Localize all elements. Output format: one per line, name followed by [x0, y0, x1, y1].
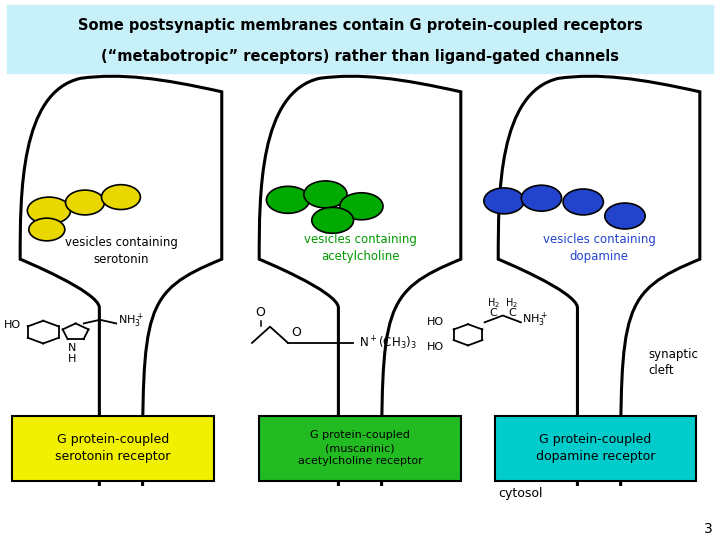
Text: N: N	[68, 343, 76, 354]
Text: 3: 3	[704, 522, 713, 536]
Ellipse shape	[563, 189, 603, 215]
Text: cytosol: cytosol	[572, 81, 620, 94]
PathPatch shape	[498, 76, 700, 486]
Text: cytosol: cytosol	[498, 487, 543, 500]
Text: C: C	[508, 308, 516, 318]
Text: synaptic
cleft: synaptic cleft	[648, 348, 698, 377]
Text: $\mathdefault{NH_3^+}$: $\mathdefault{NH_3^+}$	[523, 311, 549, 329]
Text: $\mathdefault{H_2}$: $\mathdefault{H_2}$	[487, 296, 500, 310]
Text: O: O	[292, 326, 302, 339]
Text: G protein-coupled
dopamine receptor: G protein-coupled dopamine receptor	[536, 434, 655, 463]
Ellipse shape	[27, 197, 71, 224]
Text: H: H	[68, 354, 76, 364]
Text: O: O	[256, 306, 266, 319]
Text: (“metabotropic” receptors) rather than ligand-gated channels: (“metabotropic” receptors) rather than l…	[101, 49, 619, 64]
Text: $\mathdefault{NH_3^+}$: $\mathdefault{NH_3^+}$	[118, 312, 144, 330]
Text: vesicles containing
serotonin: vesicles containing serotonin	[65, 236, 177, 266]
FancyBboxPatch shape	[495, 416, 696, 481]
Text: vesicles containing
acetylcholine: vesicles containing acetylcholine	[304, 233, 416, 264]
Ellipse shape	[605, 203, 645, 229]
Ellipse shape	[304, 181, 347, 208]
Text: $\mathdefault{N^+(CH_3)_3}$: $\mathdefault{N^+(CH_3)_3}$	[359, 334, 416, 352]
Text: Some postsynaptic membranes contain G protein-coupled receptors: Some postsynaptic membranes contain G pr…	[78, 18, 642, 33]
Ellipse shape	[102, 185, 140, 210]
Ellipse shape	[340, 193, 383, 220]
Text: G protein-coupled
(muscarinic)
acetylcholine receptor: G protein-coupled (muscarinic) acetylcho…	[297, 430, 423, 466]
Ellipse shape	[266, 186, 310, 213]
Ellipse shape	[66, 190, 104, 215]
Text: HO: HO	[4, 320, 20, 330]
Text: vesicles containing
dopamine: vesicles containing dopamine	[543, 233, 655, 264]
Ellipse shape	[312, 207, 354, 233]
PathPatch shape	[20, 76, 222, 486]
FancyBboxPatch shape	[259, 416, 461, 481]
Ellipse shape	[29, 218, 65, 241]
Text: HO: HO	[427, 318, 444, 327]
FancyBboxPatch shape	[7, 5, 713, 73]
Ellipse shape	[484, 188, 524, 214]
Text: $\mathdefault{H_2}$: $\mathdefault{H_2}$	[505, 296, 518, 310]
FancyBboxPatch shape	[12, 416, 214, 481]
Text: HO: HO	[427, 342, 444, 352]
Ellipse shape	[521, 185, 562, 211]
Text: C: C	[490, 308, 498, 318]
Text: G protein-coupled
serotonin receptor: G protein-coupled serotonin receptor	[55, 434, 171, 463]
PathPatch shape	[259, 76, 461, 486]
